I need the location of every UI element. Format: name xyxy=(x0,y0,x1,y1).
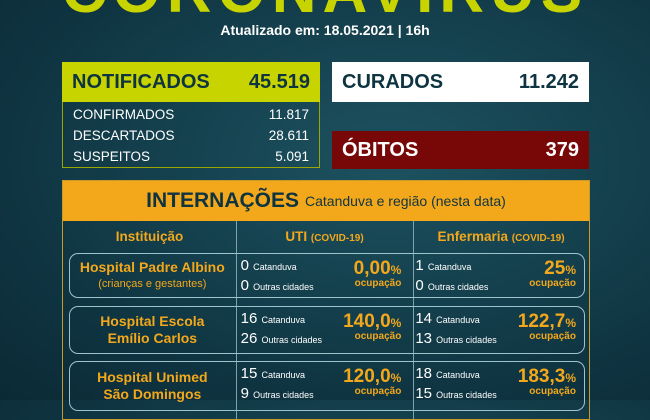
uti-cell: 0 Catanduva 0 Outras cidades 0,00% ocupaç… xyxy=(240,257,402,294)
enf-cell: 18 Catanduva 15 Outras cidades 183,3% ocu… xyxy=(415,365,576,402)
stat-value: 5.091 xyxy=(275,149,309,164)
internacoes-header: INTERNAÇÕES Catanduva e região (nesta dat… xyxy=(63,181,589,221)
obitos-box: ÓBITOS 379 xyxy=(332,131,589,169)
stat-label: CONFIRMADOS xyxy=(73,107,175,122)
hospital-row: Hospital Unimed São Domingos 15 Catanduva… xyxy=(69,361,585,411)
occupancy: 0,00% ocupação xyxy=(353,258,402,289)
stat-label: DESCARTADOS xyxy=(73,128,175,143)
stat-row: DESCARTADOS 28.611 xyxy=(73,125,309,146)
notificados-breakdown: CONFIRMADOS 11.817 DESCARTADOS 28.611 SUSP… xyxy=(62,102,320,168)
obitos-label: ÓBITOS xyxy=(342,138,419,161)
internacoes-subtitle: Catanduva e região (nesta data) xyxy=(305,193,506,209)
page-title: CORONAVÍRUS xyxy=(0,0,650,27)
notificados-value: 45.519 xyxy=(248,70,310,93)
internacoes-panel: INTERNAÇÕES Catanduva e região (nesta dat… xyxy=(62,180,590,420)
enf-cell: 14 Catanduva 13 Outras cidades 122,7% ocu… xyxy=(415,310,576,347)
uti-cell: 15 Catanduva 9 Outras cidades 120,0% ocup… xyxy=(240,365,402,402)
curados-label: CURADOS xyxy=(342,70,444,93)
occupancy: 122,7% ocupação xyxy=(517,311,576,342)
occupancy: 120,0% ocupação xyxy=(343,366,402,397)
stat-row: CONFIRMADOS 11.817 xyxy=(73,104,309,125)
uti-cell: 16 Catanduva 26 Outras cidades 140,0% ocu… xyxy=(240,310,402,347)
stat-value: 28.611 xyxy=(268,128,309,143)
internacoes-title: INTERNAÇÕES xyxy=(146,189,300,212)
occupancy: 140,0% ocupação xyxy=(343,311,402,342)
hospital-name: Hospital Unimed São Domingos xyxy=(97,369,208,402)
header-enfermaria: Enfermaria (COVID-19) xyxy=(437,228,565,244)
column-divider xyxy=(413,221,414,419)
stat-value: 11.817 xyxy=(268,107,309,122)
stat-row: SUSPEITOS 5.091 xyxy=(73,146,309,167)
occupancy: 25% ocupação xyxy=(529,258,576,289)
hospital-name: Hospital Escola Emílio Carlos xyxy=(100,313,205,346)
obitos-value: 379 xyxy=(545,138,579,161)
stat-label: SUSPEITOS xyxy=(73,149,151,164)
curados-value: 11.242 xyxy=(518,70,579,93)
header-instituicao: Instituição xyxy=(115,228,184,244)
notificados-label: NOTIFICADOS xyxy=(72,70,210,93)
hospital-row: Hospital Padre Albino (crianças e gestant… xyxy=(69,253,585,298)
notificados-box: NOTIFICADOS 45.519 xyxy=(62,62,320,102)
enf-cell: 1 Catanduva 0 Outras cidades 25% ocupação xyxy=(415,257,576,294)
hospital-row: Hospital Escola Emílio Carlos 16 Catanduv… xyxy=(69,306,585,354)
header-uti: UTI (COVID-19) xyxy=(285,228,364,244)
table-header: Instituição UTI (COVID-19) Enfermaria (C… xyxy=(63,221,589,251)
occupancy: 183,3% ocupação xyxy=(517,366,576,397)
curados-box: CURADOS 11.242 xyxy=(332,62,589,102)
hospital-name: Hospital Padre Albino (crianças e gestant… xyxy=(79,258,225,290)
column-divider xyxy=(236,221,237,419)
updated-date: Atualizado em: 18.05.2021 | 16h xyxy=(220,22,430,38)
